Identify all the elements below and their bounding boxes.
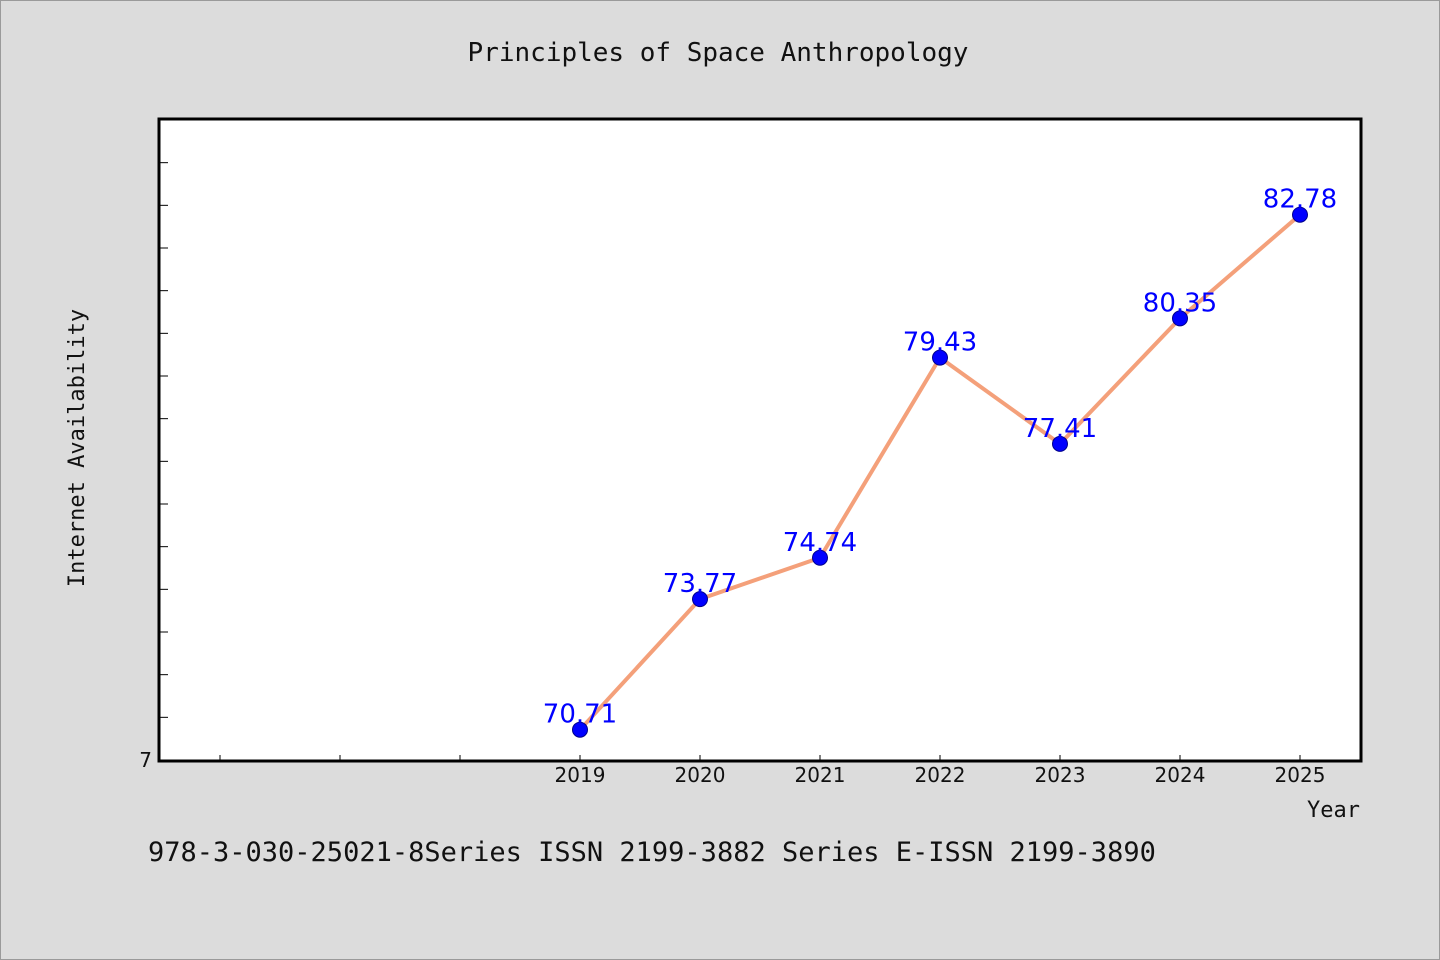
x-tick-label: 2025 [1275,763,1326,787]
data-point [1172,310,1188,327]
x-axis-title: Year [1307,798,1360,823]
data-point [1052,435,1068,452]
data-label: 77.41 [1023,414,1097,444]
y-axis-ticks [159,162,168,718]
data-label: 74.74 [783,528,857,558]
x-tick-label: 2020 [675,763,726,787]
x-tick-label: 2024 [1155,763,1206,787]
series-internet-availability: 70.71 73.77 74.74 79.43 77.41 80.35 82.78 [543,185,1337,738]
data-label: 70.71 [543,700,617,730]
chart-title: Principles of Space Anthropology [468,38,969,68]
data-point [572,721,588,738]
data-label: 82.78 [1263,185,1337,215]
y-axis-title: Internet Availability [65,309,90,587]
x-axis-ticks [219,755,1301,761]
x-tick-label: 2019 [555,763,606,787]
data-point [1292,206,1308,223]
plot-area [157,117,1363,763]
x-axis-tick-labels: 2019 2020 2021 2022 2023 2024 2025 [555,763,1326,787]
data-point [692,591,708,608]
data-label: 79.43 [903,328,977,358]
data-label: 80.35 [1143,288,1217,318]
data-point [932,349,948,366]
data-label: 73.77 [663,569,737,599]
y-axis-tick-label: 7 [139,748,152,772]
x-tick-label: 2021 [795,763,846,787]
x-tick-label: 2023 [1035,763,1086,787]
x-tick-label: 2022 [915,763,966,787]
data-point [812,549,828,566]
footer-isbn-issn: 978-3-030-25021-8Series ISSN 2199-3882 S… [148,837,1156,868]
